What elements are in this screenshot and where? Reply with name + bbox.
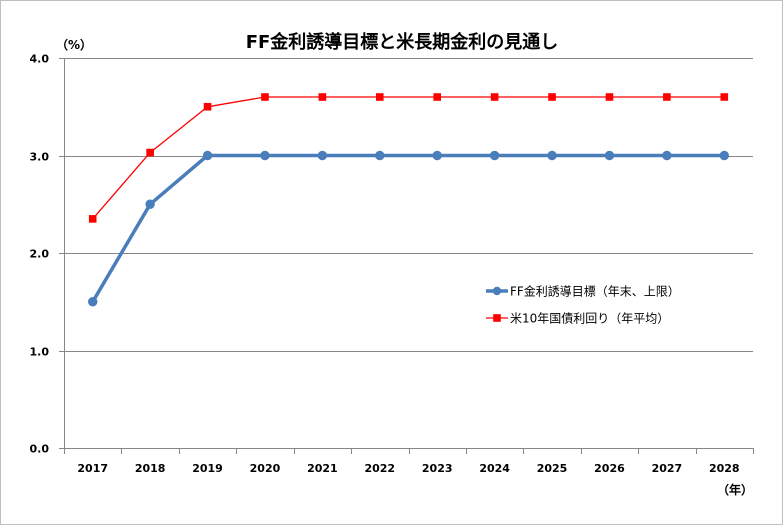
data-point [547,150,557,161]
x-tick-label: 2025 [537,462,568,475]
data-point [375,93,384,101]
data-point [375,150,385,161]
data-point [260,150,270,161]
legend-marker [492,286,502,296]
data-point [720,93,729,101]
data-point [604,150,615,161]
x-tick-label: 2021 [307,462,338,475]
data-point [146,148,154,157]
data-point [88,297,98,307]
x-tick-labels: 2017 2018 2019 2020 2021 2022 2023 2024 2025 2026… [77,462,739,475]
y-tick-label: 2.0 [30,248,50,261]
series-line [92,96,725,220]
legend-marker [493,314,501,322]
data-point [719,150,729,161]
data-point [88,215,97,223]
y-tick-label: 4.0 [30,53,50,66]
x-tick-label: 2019 [192,462,223,475]
y-tick-label: 3.0 [30,151,50,164]
chart-title: FF金利誘導目標と米長期金利の見通し [246,31,559,53]
data-point [605,93,614,101]
legend-item: FF金利誘導目標（年末、上限） [486,284,680,299]
data-point [489,150,500,161]
data-point [662,150,672,161]
series-2 [88,93,729,223]
y-tick-labels: 0.0 1.0 2.0 3.0 4.0 [30,53,50,456]
data-point [490,93,499,101]
y-tick-label: 0.0 [30,443,50,456]
data-point [203,102,212,111]
x-tick-label: 2028 [709,462,740,475]
legend-label: FF金利誘導目標（年末、上限） [510,284,680,299]
data-point [318,93,327,101]
legend-item: 米10年国債利回り（年平均） [486,311,669,326]
x-tick-label: 2022 [364,462,395,475]
x-axis-unit-label: （年） [717,482,753,497]
data-point [202,150,213,161]
data-point [317,150,328,161]
data-point [261,93,269,101]
y-axis-unit-label: （%） [56,37,92,52]
series-line [91,153,725,303]
data-point [145,199,155,209]
x-tick-label: 2024 [479,462,510,475]
legend: FF金利誘導目標（年末、上限） 米10年国債利回り（年平均） [486,284,680,326]
x-tick-label: 2027 [652,462,683,475]
x-tick-label: 2020 [250,462,281,475]
x-tick-label: 2023 [422,462,453,475]
y-tick-label: 1.0 [30,346,50,359]
data-point [432,150,442,161]
x-tick-label: 2018 [135,462,166,475]
x-tick-label: 2017 [77,462,108,475]
series [88,93,729,307]
series-1 [88,150,729,307]
legend-label: 米10年国債利回り（年平均） [510,311,669,326]
axes [59,58,754,454]
data-point [433,93,442,101]
data-point [548,93,556,101]
data-point [663,93,671,101]
x-tick-label: 2026 [594,462,625,475]
